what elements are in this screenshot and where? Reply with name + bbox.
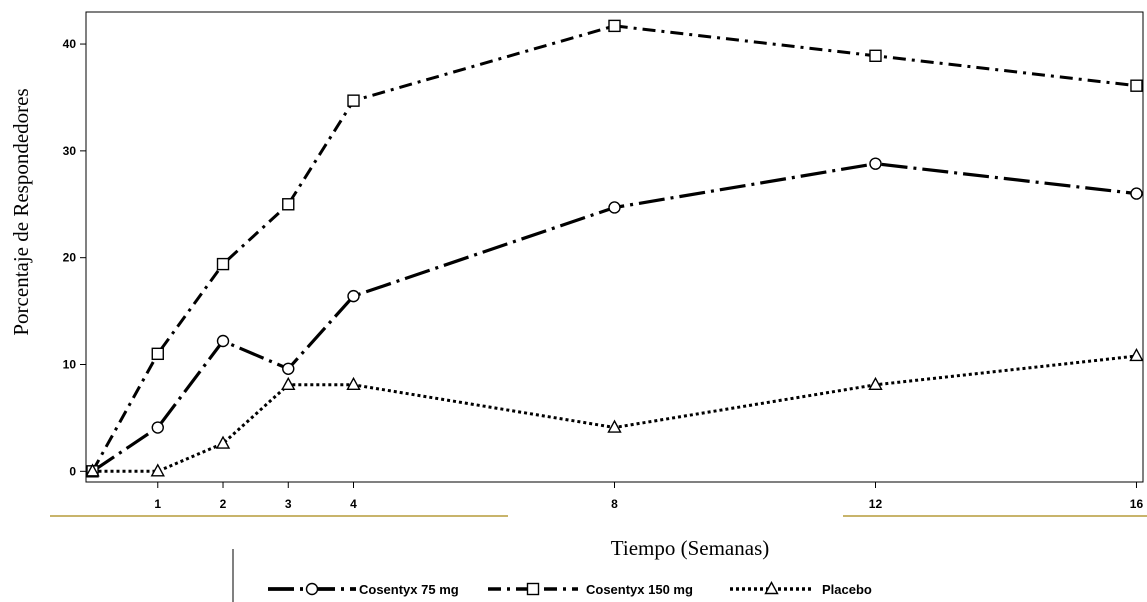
legend-item: Cosentyx 150 mg xyxy=(488,582,693,597)
series-triangle xyxy=(85,347,1144,477)
data-point xyxy=(85,463,100,477)
y-tick-label: 0 xyxy=(69,464,76,478)
data-point xyxy=(282,362,295,375)
data-point xyxy=(347,94,360,107)
data-point xyxy=(151,347,164,361)
y-axis-title: Porcentaje de Respondedores xyxy=(9,88,33,335)
x-tick-label: 4 xyxy=(350,497,357,511)
legend-label: Placebo xyxy=(822,582,872,597)
x-tick-label: 1 xyxy=(154,497,161,511)
series-line xyxy=(91,162,1137,473)
data-point xyxy=(868,376,883,390)
x-tick-label: 16 xyxy=(1130,497,1144,511)
y-tick-label: 10 xyxy=(63,358,77,372)
legend: Cosentyx 75 mg Cosentyx 150 mg Placebo xyxy=(268,581,872,597)
legend-marker xyxy=(305,582,319,596)
data-point xyxy=(607,419,622,433)
data-point xyxy=(869,49,882,62)
y-axis: 0 10 20 30 40 xyxy=(63,37,86,478)
x-axis-title: Tiempo (Semanas) xyxy=(611,536,769,560)
data-point xyxy=(1130,79,1143,92)
data-point xyxy=(150,463,165,477)
data-point xyxy=(1130,187,1143,200)
legend-marker xyxy=(526,582,540,596)
x-tick-label: 8 xyxy=(611,497,618,511)
legend-marker xyxy=(764,581,779,595)
y-tick-label: 20 xyxy=(63,251,77,265)
series-line xyxy=(92,354,1137,473)
legend-item: Cosentyx 75 mg xyxy=(268,582,459,597)
series-line xyxy=(91,24,1137,473)
series-square xyxy=(86,19,1143,478)
data-point xyxy=(281,376,296,390)
legend-item: Placebo xyxy=(730,581,872,597)
data-point xyxy=(346,376,361,390)
y-tick-label: 30 xyxy=(63,144,77,158)
data-point xyxy=(347,289,360,303)
data-point xyxy=(216,334,230,348)
series-circle xyxy=(86,157,1143,478)
x-axis: 1 2 3 4 8 12 16 xyxy=(154,482,1143,511)
x-tick-label: 3 xyxy=(285,497,292,511)
data-point xyxy=(1129,347,1144,362)
y-tick-label: 40 xyxy=(63,37,77,51)
data-point xyxy=(608,19,621,33)
data-point xyxy=(608,201,621,214)
legend-label: Cosentyx 150 mg xyxy=(586,582,693,597)
data-point xyxy=(216,257,230,271)
x-tick-label: 12 xyxy=(869,497,883,511)
x-tick-label: 2 xyxy=(220,497,227,511)
plot-frame xyxy=(85,11,1144,483)
data-point xyxy=(869,157,882,170)
data-point xyxy=(215,435,231,449)
data-point xyxy=(282,198,295,211)
data-point xyxy=(151,421,164,434)
series-layer xyxy=(85,19,1144,478)
legend-label: Cosentyx 75 mg xyxy=(359,582,459,597)
